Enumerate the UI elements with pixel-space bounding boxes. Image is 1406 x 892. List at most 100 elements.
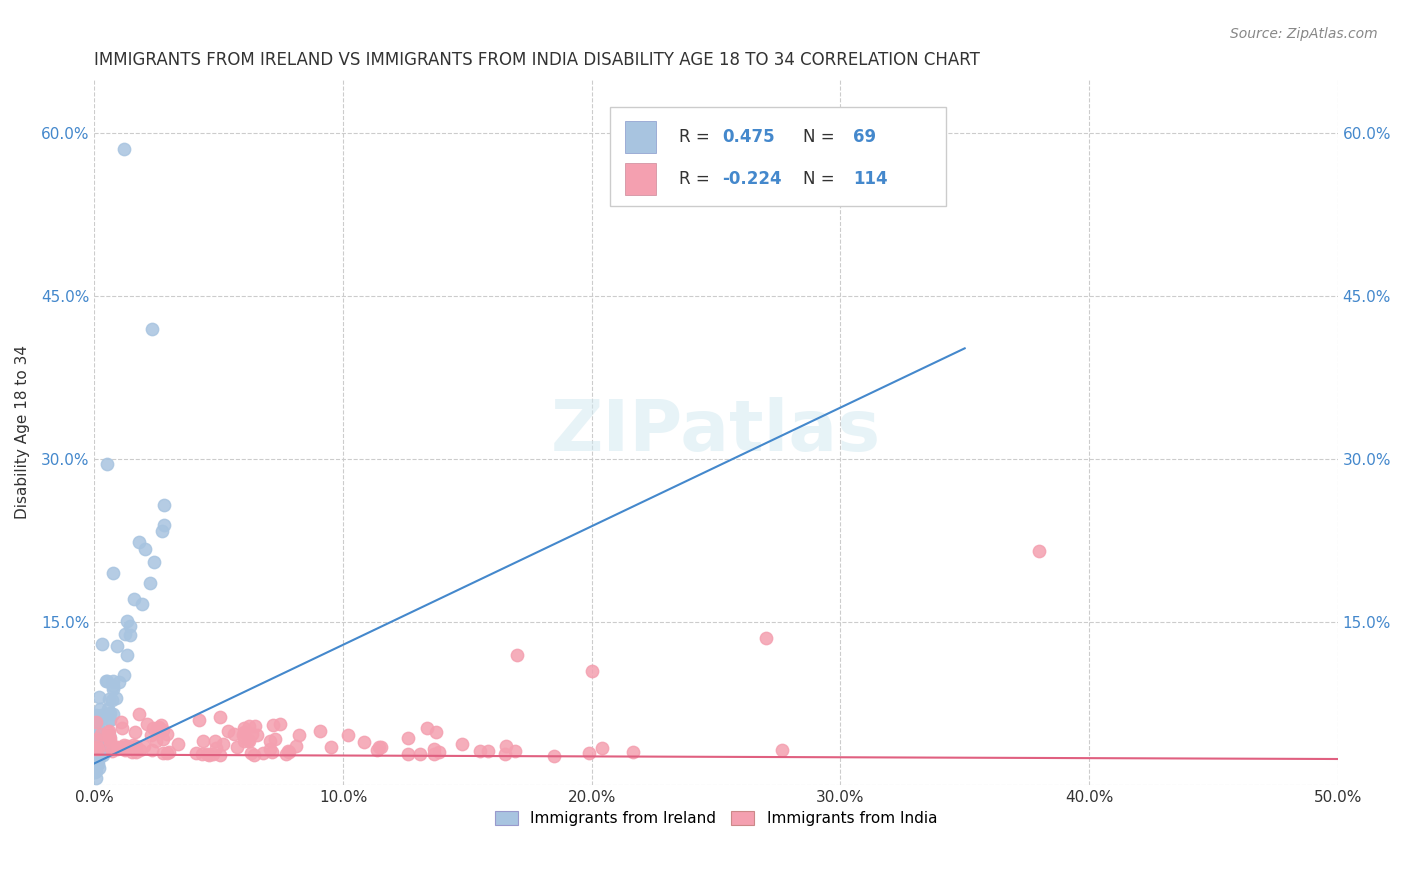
Point — [90, 637, 112, 651]
Point — [150, 524, 173, 539]
Point — [470, 744, 492, 758]
Point — [142, 722, 165, 736]
Point — [112, 668, 135, 682]
Point — [87, 690, 110, 705]
Point — [543, 748, 565, 763]
Point — [112, 739, 135, 753]
Point — [129, 743, 152, 757]
Point — [112, 740, 135, 755]
Point — [90, 738, 112, 752]
Point — [202, 747, 225, 762]
Point — [152, 723, 174, 738]
Point — [148, 720, 170, 734]
Point — [96, 458, 118, 472]
Point — [259, 742, 281, 756]
Point — [198, 747, 221, 762]
Point — [84, 728, 107, 742]
Point — [110, 715, 132, 730]
Point — [117, 614, 139, 628]
Point — [90, 727, 112, 741]
Point — [366, 743, 388, 757]
Point — [209, 747, 232, 762]
Point — [89, 702, 111, 716]
Point — [153, 498, 176, 512]
Point — [114, 627, 136, 641]
Point — [141, 728, 163, 742]
Point — [115, 739, 138, 753]
Point — [84, 715, 107, 730]
Point — [86, 728, 108, 742]
Point — [107, 639, 129, 653]
Point — [103, 566, 125, 581]
Point — [232, 734, 254, 748]
Point — [115, 648, 138, 663]
Point — [101, 707, 124, 722]
FancyBboxPatch shape — [610, 107, 946, 206]
Point — [90, 737, 112, 751]
Point — [93, 739, 115, 754]
Point — [208, 709, 231, 723]
Point — [269, 716, 291, 731]
Point — [770, 743, 793, 757]
Point — [277, 745, 299, 759]
Point — [101, 674, 124, 689]
Point — [238, 719, 260, 733]
Point — [121, 745, 143, 759]
Point — [309, 723, 332, 738]
Point — [139, 575, 162, 590]
Point — [755, 632, 778, 646]
Text: ZIPatlas: ZIPatlas — [551, 397, 882, 467]
Text: R =: R = — [679, 128, 714, 145]
Point — [125, 745, 148, 759]
Point — [427, 745, 450, 759]
Point — [274, 747, 297, 762]
Point — [90, 739, 112, 754]
Point — [97, 725, 120, 739]
Point — [90, 734, 112, 748]
Y-axis label: Disability Age 18 to 34: Disability Age 18 to 34 — [15, 345, 30, 519]
Point — [243, 747, 266, 762]
Point — [217, 723, 239, 738]
Point — [157, 745, 180, 759]
Point — [187, 713, 209, 727]
Point — [233, 721, 256, 735]
Point — [370, 739, 392, 754]
Point — [225, 739, 247, 754]
Point — [111, 721, 134, 735]
Point — [319, 740, 342, 755]
Point — [128, 535, 150, 549]
Point — [415, 721, 437, 735]
Point — [86, 771, 108, 785]
Point — [578, 746, 600, 760]
Point — [204, 734, 226, 748]
Point — [222, 726, 245, 740]
Point — [153, 518, 176, 533]
Point — [262, 745, 284, 759]
Point — [101, 679, 124, 693]
Point — [246, 728, 269, 742]
Point — [245, 718, 267, 732]
Point — [233, 725, 256, 739]
Point — [87, 723, 110, 738]
Point — [105, 742, 128, 756]
Text: N =: N = — [803, 128, 839, 145]
Point — [236, 733, 259, 747]
Point — [262, 718, 284, 732]
Text: IMMIGRANTS FROM IRELAND VS IMMIGRANTS FROM INDIA DISABILITY AGE 18 TO 34 CORRELA: IMMIGRANTS FROM IRELAND VS IMMIGRANTS FR… — [94, 51, 980, 69]
Point — [87, 719, 110, 733]
Text: -0.224: -0.224 — [723, 169, 782, 188]
Point — [94, 674, 117, 689]
Point — [211, 737, 233, 751]
Point — [581, 664, 603, 678]
Point — [87, 732, 110, 747]
Text: N =: N = — [803, 169, 839, 188]
Point — [125, 739, 148, 753]
Point — [83, 725, 105, 739]
Point — [252, 746, 274, 760]
Point — [87, 761, 110, 775]
Point — [105, 740, 128, 755]
Point — [422, 747, 444, 761]
Point — [98, 731, 121, 745]
Point — [495, 739, 517, 753]
Point — [84, 710, 107, 724]
